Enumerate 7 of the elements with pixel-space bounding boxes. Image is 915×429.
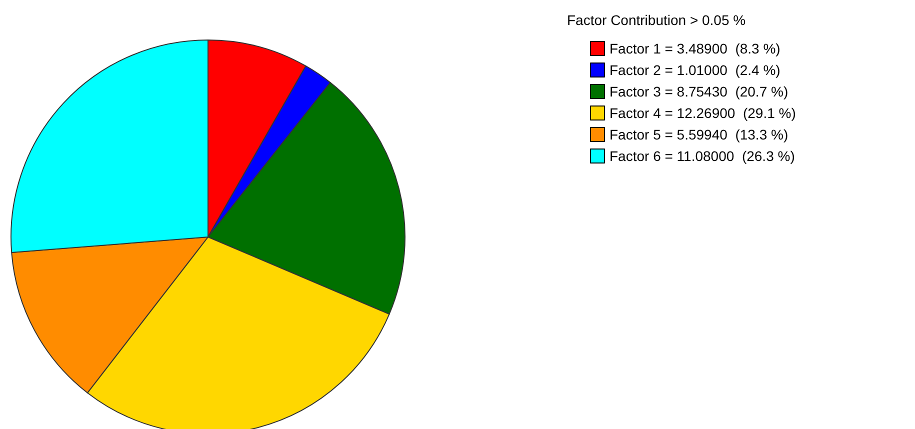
legend-label: Factor 6 = 11.08000 (26.3 %) (610, 148, 795, 164)
legend-label: Factor 4 = 12.26900 (29.1 %) (610, 105, 796, 121)
legend-label: Factor 1 = 3.48900 (8.3 %) (610, 40, 780, 56)
legend-label: Factor 2 = 1.01000 (2.4 %) (610, 62, 780, 78)
legend-label: Factor 3 = 8.75430 (20.7 %) (610, 84, 788, 100)
legend-label: Factor 5 = 5.59940 (13.3 %) (610, 126, 788, 142)
legend-title: Factor Contribution > 0.05 % (567, 12, 746, 28)
